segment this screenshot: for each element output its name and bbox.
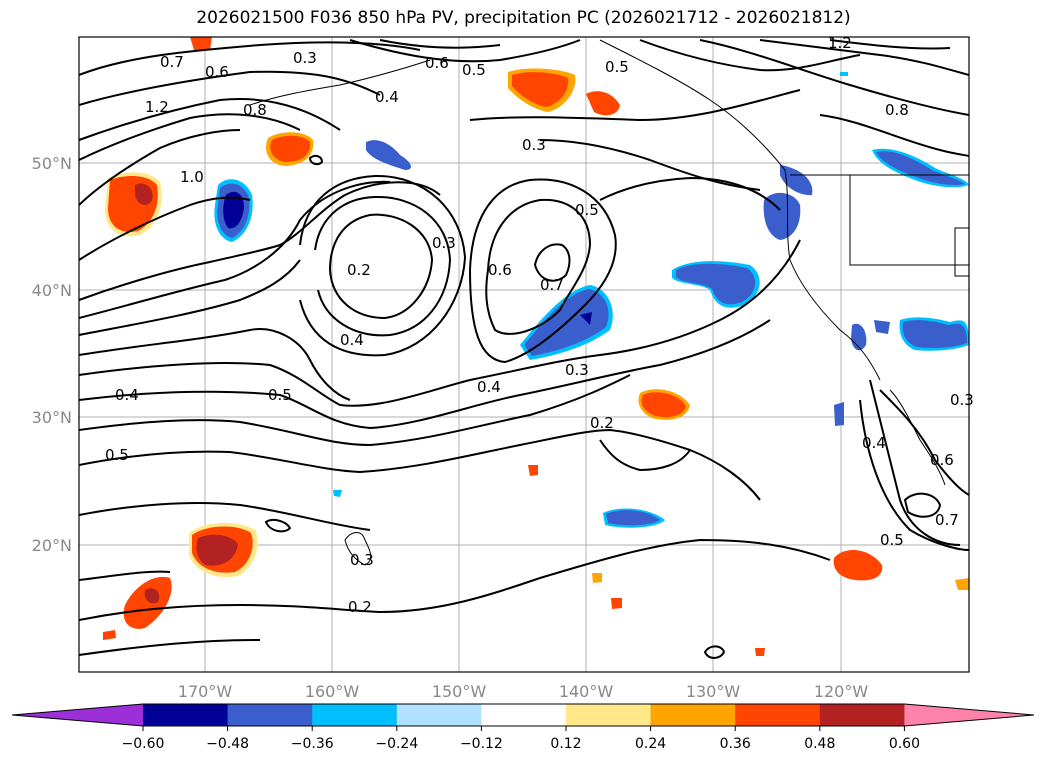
contour-label: 1.2 [145, 98, 169, 116]
colorbar-tick-label: −0.24 [375, 736, 418, 752]
contour-label: 0.4 [340, 331, 364, 349]
map-frame [78, 36, 970, 673]
colorbar-tick-label: −0.36 [291, 736, 334, 752]
contour-label: 0.3 [565, 361, 589, 379]
lon-label-170w: 170°W [178, 682, 233, 701]
lon-label-160w: 160°W [305, 682, 360, 701]
contour-label: 0.8 [243, 101, 267, 119]
contour-label: 0.7 [935, 511, 959, 529]
contour-label: 0.4 [375, 88, 399, 106]
contour-label: 0.6 [425, 54, 449, 72]
contour-label: 0.6 [930, 451, 954, 469]
contour-label: 0.3 [522, 136, 546, 154]
map-title: 2026021500 F036 850 hPa PV, precipitatio… [196, 8, 851, 28]
contour-label-layer: 0.7 0.6 0.3 0.6 0.5 0.5 1.2 0.8 1.2 0.4 … [105, 34, 974, 616]
contour-label: 0.6 [205, 63, 229, 81]
colorbar-segment [566, 704, 652, 726]
colorbar-tick-label: 0.12 [550, 736, 581, 752]
contour-label: 0.5 [268, 386, 292, 404]
contour-label: 0.2 [590, 414, 614, 432]
contour-label: 0.3 [432, 234, 456, 252]
contour-label: 0.5 [575, 201, 599, 219]
contour-label: 0.5 [105, 446, 129, 464]
lat-label-20n: 20°N [32, 536, 72, 555]
colorbar-segment [650, 704, 736, 726]
contour-label: 0.4 [477, 378, 501, 396]
colorbar: −0.60 −0.48 −0.36 −0.24 −0.12 0.12 0.24 0.36 0.4… [11, 703, 1035, 752]
lon-label-120w: 120°W [814, 682, 869, 701]
contour-label: 0.4 [115, 386, 139, 404]
lat-label-30n: 30°N [32, 408, 72, 427]
colorbar-segment [227, 704, 313, 726]
contour-label: 0.5 [880, 531, 904, 549]
latitude-labels: 50°N 40°N 30°N 20°N [32, 154, 72, 555]
lon-label-130w: 130°W [686, 682, 741, 701]
contour-label: 0.8 [885, 101, 909, 119]
contour-label: 0.7 [160, 53, 184, 71]
contour-label: 1.2 [828, 34, 852, 52]
lat-label-40n: 40°N [32, 281, 72, 300]
coastlines [249, 39, 969, 566]
contour-label: 0.6 [488, 261, 512, 279]
colorbar-tick-label: 0.24 [635, 736, 666, 752]
colorbar-tick-label: 0.48 [804, 736, 835, 752]
lat-label-50n: 50°N [32, 154, 72, 173]
lon-label-150w: 150°W [432, 682, 487, 701]
colorbar-segment [735, 704, 821, 726]
colorbar-segment [143, 704, 229, 726]
contour-label: 0.3 [950, 391, 974, 409]
contour-label: 0.5 [462, 61, 486, 79]
contour-label: 0.3 [293, 49, 317, 67]
pv-contours [79, 39, 969, 659]
contour-label: 0.2 [348, 598, 372, 616]
contour-label: 0.4 [862, 434, 886, 452]
colorbar-tick-label: −0.60 [122, 736, 165, 752]
colorbar-segment [312, 704, 398, 726]
colorbar-tick-label: 0.36 [720, 736, 751, 752]
colorbar-tick-label: 0.60 [889, 736, 920, 752]
colorbar-extend-low [12, 704, 143, 726]
colorbar-tick-label: −0.12 [460, 736, 503, 752]
longitude-labels: 170°W 160°W 150°W 140°W 130°W 120°W [178, 682, 869, 701]
colorbar-segment [819, 704, 905, 726]
contour-label: 0.5 [605, 58, 629, 76]
colorbar-segment [481, 704, 567, 726]
colorbar-tick-label: −0.48 [206, 736, 249, 752]
precip-positive-areas [103, 37, 969, 656]
colorbar-extend-high [904, 704, 1034, 726]
colorbar-segment [396, 704, 482, 726]
contour-label: 1.0 [180, 168, 204, 186]
lon-label-140w: 140°W [559, 682, 614, 701]
contour-label: 0.7 [540, 276, 564, 294]
contour-label: 0.3 [350, 551, 374, 569]
contour-label: 0.2 [347, 261, 371, 279]
